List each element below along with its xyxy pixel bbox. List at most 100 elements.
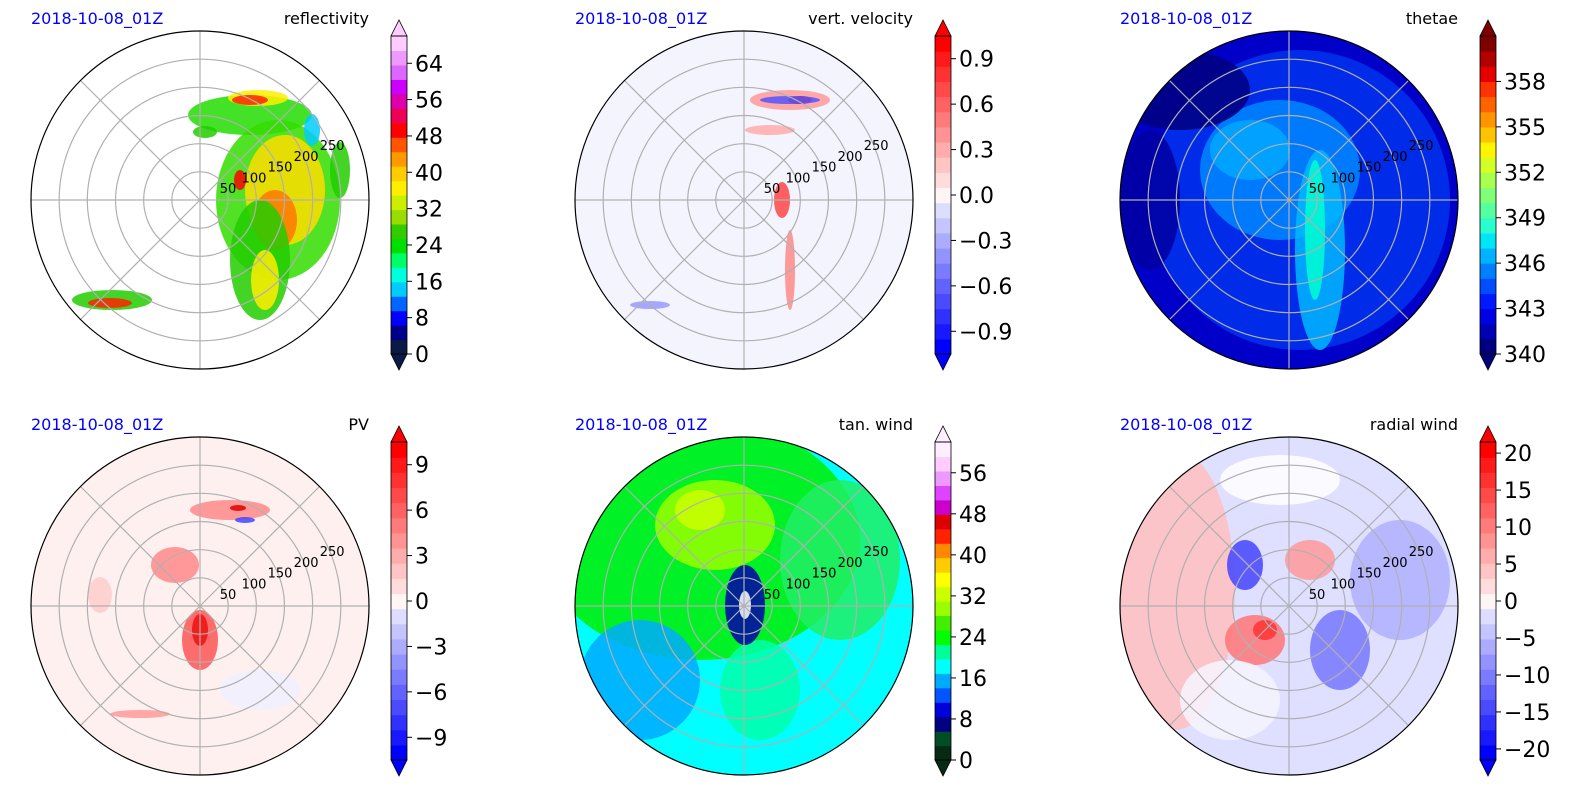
radial-tick-label: 200 xyxy=(1383,150,1408,165)
radial-tick-label: 50 xyxy=(220,182,237,197)
colorbar: 0 8 16 24 32 40 48 56 64 xyxy=(390,19,443,371)
colorbar-tick-label: 0.3 xyxy=(959,139,994,164)
colorbar-segment xyxy=(935,499,951,515)
colorbar-extend-max xyxy=(1479,425,1497,443)
radial-tick-label: 100 xyxy=(786,577,811,592)
colorbar-tick-label: 10 xyxy=(1504,516,1532,541)
colorbar: −0.9 −0.6 −0.3 0.0 0.3 0.6 0.9 xyxy=(934,19,1012,371)
colorbar-tick-label: 0 xyxy=(415,590,429,615)
field-contour xyxy=(230,505,246,511)
polar-frame xyxy=(30,436,370,776)
colorbar-segment xyxy=(391,93,407,109)
colorbar-tick-label: 343 xyxy=(1504,298,1546,323)
angular-grid-line xyxy=(743,199,864,320)
colorbar-segment xyxy=(391,267,407,283)
radial-tick-label: 200 xyxy=(1383,556,1408,571)
colorbar-segment xyxy=(935,673,951,689)
colorbar-segment xyxy=(391,457,407,473)
angular-grid-line xyxy=(624,80,745,201)
colorbar-segment xyxy=(935,543,951,559)
colorbar-segment xyxy=(1480,232,1496,249)
radial-tick-label: 250 xyxy=(320,139,345,154)
colorbar-tick-label: −9 xyxy=(415,726,447,751)
colorbar-segment xyxy=(935,629,951,645)
colorbar-segment xyxy=(1480,187,1496,204)
colorbar-segment xyxy=(391,744,407,761)
colorbar-tick-label: 0.6 xyxy=(959,93,994,118)
field-contour xyxy=(304,114,320,146)
colorbar-segment xyxy=(391,669,407,685)
field-contour xyxy=(88,298,132,308)
field-contour xyxy=(1220,455,1340,505)
panel-title: radial wind xyxy=(1370,415,1458,434)
field-contour xyxy=(1180,660,1280,740)
date-label: 2018-10-08_01Z xyxy=(575,9,707,29)
radial-tick-label: 100 xyxy=(1331,171,1356,186)
colorbar: −9 −6 −3 0 3 6 9 xyxy=(390,425,447,777)
colorbar-segment xyxy=(1480,729,1496,746)
colorbar-segment xyxy=(935,248,951,264)
colorbar-segment xyxy=(935,456,951,472)
angular-grid-line xyxy=(624,199,745,320)
field-contour xyxy=(745,125,795,135)
angular-grid-line xyxy=(1288,80,1409,201)
colorbar-segment xyxy=(391,166,407,182)
colorbar-segment xyxy=(1480,472,1496,489)
colorbar-segment xyxy=(935,142,951,158)
field-contour xyxy=(1210,120,1290,180)
colorbar-extend-max xyxy=(934,425,952,443)
colorbar-segment xyxy=(935,470,951,486)
field-contour xyxy=(760,96,820,104)
angular-grid-line xyxy=(80,605,201,726)
colorbar: 0 8 16 24 32 40 48 56 xyxy=(934,425,987,777)
colorbar-tick-label: 0 xyxy=(959,749,973,774)
radial-tick-label: 50 xyxy=(220,588,237,603)
colorbar-segment xyxy=(935,528,951,544)
colorbar-segment xyxy=(1480,457,1496,473)
angular-grid-line xyxy=(199,486,320,607)
colorbar-tick-label: 355 xyxy=(1504,116,1546,141)
colorbar-segment xyxy=(1480,623,1496,640)
colorbar-segment xyxy=(1480,517,1496,534)
colorbar-tick-label: 0 xyxy=(415,343,429,368)
colorbar-segment xyxy=(391,608,407,625)
colorbar-segment xyxy=(391,325,407,341)
colorbar-segment xyxy=(1480,142,1496,158)
angular-grid-line xyxy=(743,486,864,607)
colorbar-tick-label: −5 xyxy=(1504,627,1536,652)
colorbar-tick-label: −20 xyxy=(1504,738,1550,763)
angular-grid-line xyxy=(624,605,745,726)
colorbar-tick-label: 0 xyxy=(1504,590,1518,615)
field-contour xyxy=(1120,450,1235,730)
field-contour xyxy=(88,577,112,613)
colorbar-extend-min xyxy=(1479,759,1497,777)
angular-grid-line xyxy=(624,486,745,607)
colorbar-segment xyxy=(391,563,407,579)
angular-grid-line xyxy=(199,199,320,320)
colorbar-segment xyxy=(935,126,951,143)
colorbar-tick-label: 20 xyxy=(1504,442,1532,467)
colorbar-frame xyxy=(934,441,952,761)
radial-tick-label: 150 xyxy=(1357,567,1382,582)
colorbar-segment xyxy=(391,699,407,716)
colorbar-segment xyxy=(1480,502,1496,519)
colorbar-segment xyxy=(1480,608,1496,625)
colorbar-tick-label: −6 xyxy=(415,681,447,706)
field-contour xyxy=(1310,610,1370,690)
colorbar-tick-label: 24 xyxy=(415,234,443,259)
colorbar-segment xyxy=(391,209,407,225)
colorbar-segment xyxy=(391,137,407,153)
colorbar-tick-label: 16 xyxy=(959,667,987,692)
colorbar-segment xyxy=(935,96,951,113)
radial-tick-label: 200 xyxy=(838,556,863,571)
colorbar-segment xyxy=(935,111,951,128)
angular-grid-line xyxy=(80,199,201,320)
field-contour xyxy=(1227,540,1263,590)
colorbar-extend-max xyxy=(1479,19,1497,37)
angular-grid-line xyxy=(743,605,864,726)
panel-title: reflectivity xyxy=(284,9,369,28)
colorbar-segment xyxy=(935,157,951,173)
colorbar-segment xyxy=(1480,593,1496,610)
